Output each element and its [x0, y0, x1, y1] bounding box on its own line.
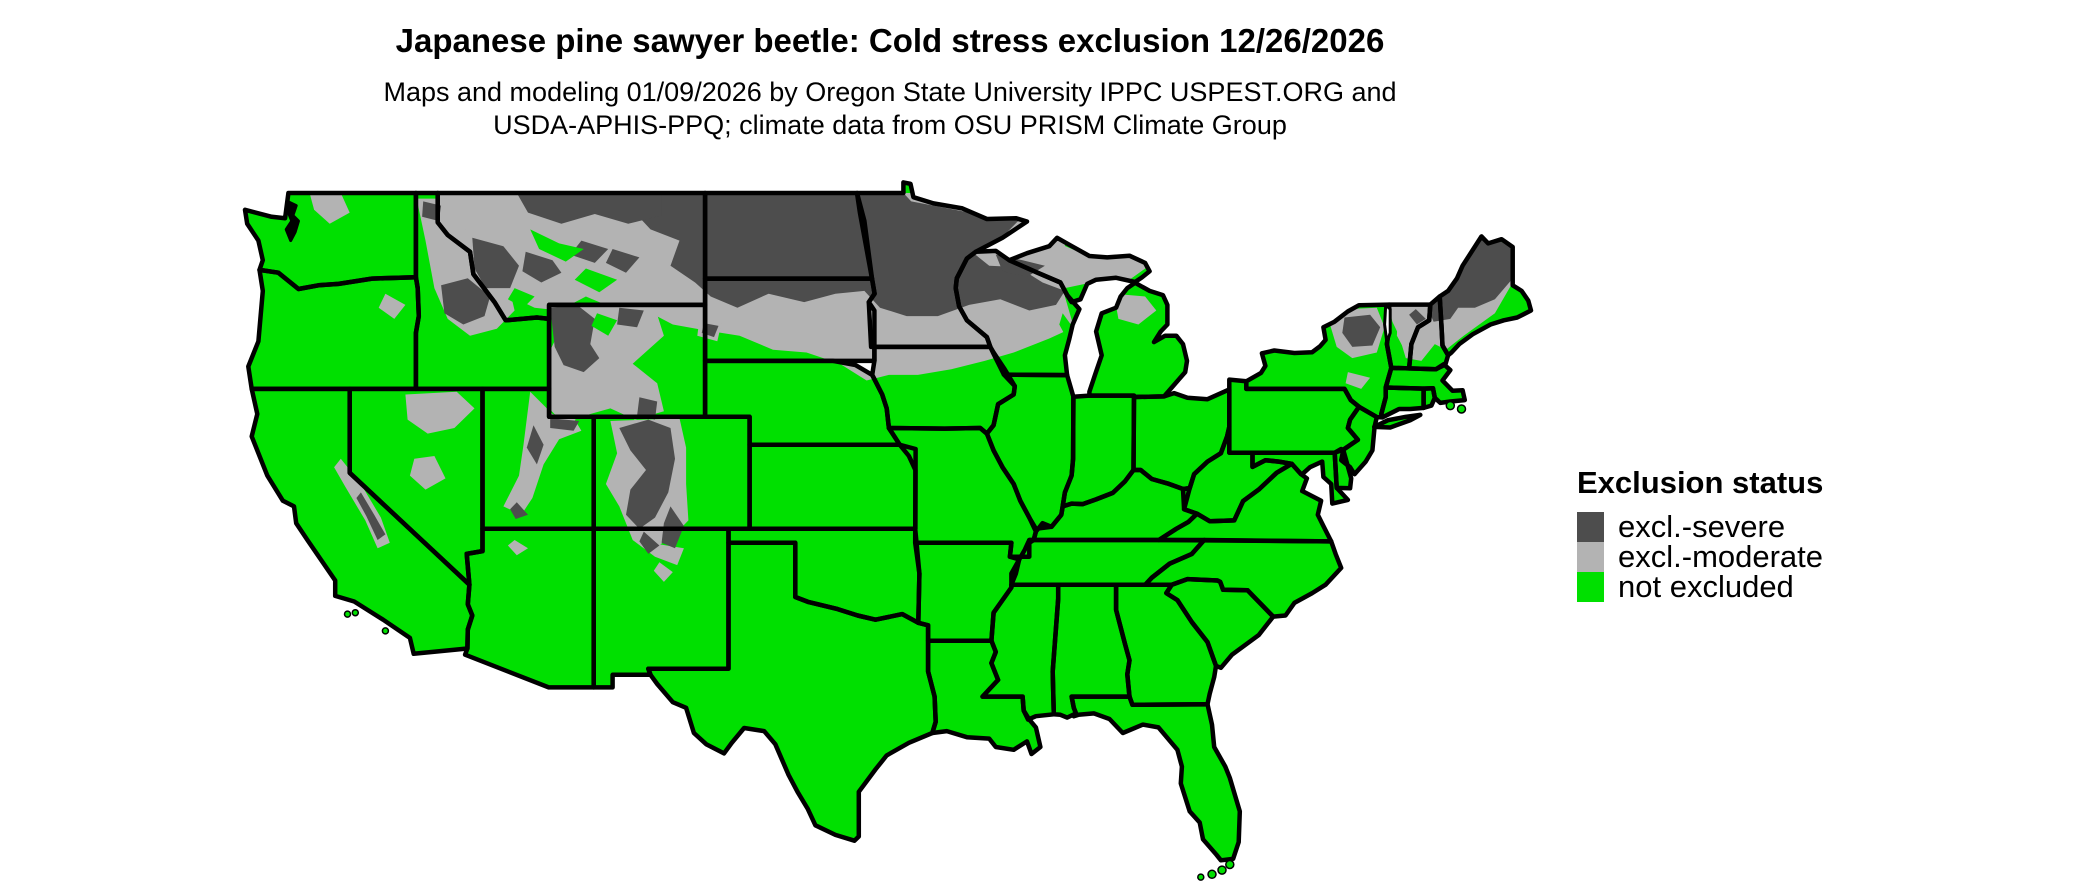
legend-item-not-excluded: not excluded	[1577, 569, 2097, 604]
legend-swatch-not-excluded	[1577, 572, 1604, 602]
island-dot	[1207, 869, 1217, 880]
state-border-ms	[980, 582, 1061, 722]
region-excl-severe	[1409, 309, 1426, 325]
map-subtitle-line1: Maps and modeling 01/09/2026 by Oregon S…	[383, 77, 1397, 107]
region-excl-severe	[617, 307, 644, 328]
map-extras-layer	[284, 199, 1467, 881]
region-excl-moderate	[378, 293, 406, 319]
region-excl-severe	[441, 278, 491, 325]
region-excl-severe	[510, 502, 528, 519]
region-excl-severe	[1428, 237, 1512, 322]
region-excl-severe	[356, 492, 386, 540]
region-excl-severe	[637, 397, 658, 420]
region-excl-severe	[472, 237, 519, 289]
region-excl-severe	[526, 425, 544, 465]
legend-item-severe: excl.-severe	[1577, 509, 2097, 544]
island-dot	[1225, 859, 1235, 870]
legend-item-moderate: excl.-moderate	[1577, 539, 2097, 574]
lake-champlain	[1383, 303, 1392, 345]
state-border-tx	[646, 540, 938, 843]
island-dot	[1456, 404, 1467, 414]
legend-label-moderate: excl.-moderate	[1618, 539, 1824, 574]
region-not-excluded-patch	[507, 288, 535, 308]
region-excl-moderate	[405, 391, 475, 434]
region-not-excluded-patch	[574, 268, 618, 293]
island-dot	[351, 608, 360, 617]
region-excl-moderate	[416, 198, 515, 336]
map-subtitle-line2: USDA-APHIS-PPQ; climate data from OSU PR…	[493, 110, 1287, 140]
region-excl-severe	[639, 531, 660, 554]
island-dot	[343, 610, 352, 618]
island-dot	[1217, 865, 1227, 875]
region-excl-severe	[522, 251, 562, 283]
region-excl-severe	[1342, 314, 1381, 347]
region-excl-moderate	[309, 193, 350, 224]
region-excl-moderate	[409, 456, 446, 490]
island-dot	[1197, 873, 1205, 881]
region-excl-severe	[550, 304, 600, 373]
legend-title: Exclusion status	[1577, 465, 1824, 500]
legend-swatch-moderate	[1577, 542, 1604, 572]
island-dot	[381, 627, 390, 635]
region-excl-severe	[570, 240, 609, 263]
region-excl-severe	[605, 249, 640, 273]
puget-sound-inlets	[284, 199, 300, 243]
island-dot	[1445, 400, 1456, 411]
state-border-md	[1250, 450, 1351, 506]
region-not-excluded-patch	[591, 313, 618, 336]
region-excl-severe	[619, 419, 675, 529]
region-excl-severe	[516, 193, 662, 224]
region-excl-moderate	[1113, 293, 1157, 325]
state-border-mi_up	[1006, 235, 1152, 305]
map-subtitle: Maps and modeling 01/09/2026 by Oregon S…	[190, 76, 1590, 142]
state-border-me	[1437, 234, 1534, 358]
legend-label-not-excluded: not excluded	[1618, 569, 1794, 604]
state-border-fl	[1069, 694, 1243, 863]
region-excl-moderate	[1396, 306, 1413, 353]
state-border-wi	[953, 248, 1082, 378]
legend-label-severe: excl.-severe	[1618, 509, 1786, 544]
region-excl-moderate	[507, 540, 528, 556]
state-border-mi_lp	[1087, 280, 1190, 400]
map-title: Japanese pine sawyer beetle: Cold stress…	[395, 22, 1385, 59]
region-excl-moderate	[1345, 372, 1371, 389]
region-excl-severe	[550, 418, 580, 431]
state-border-li	[1371, 412, 1423, 430]
region-excl-moderate	[653, 562, 673, 582]
region-not-excluded-patch	[530, 229, 584, 262]
state-borders-layer	[242, 180, 1534, 863]
legend: Exclusion status excl.-severe excl.-mode…	[1577, 465, 2097, 602]
legend-swatch-severe	[1577, 512, 1604, 542]
